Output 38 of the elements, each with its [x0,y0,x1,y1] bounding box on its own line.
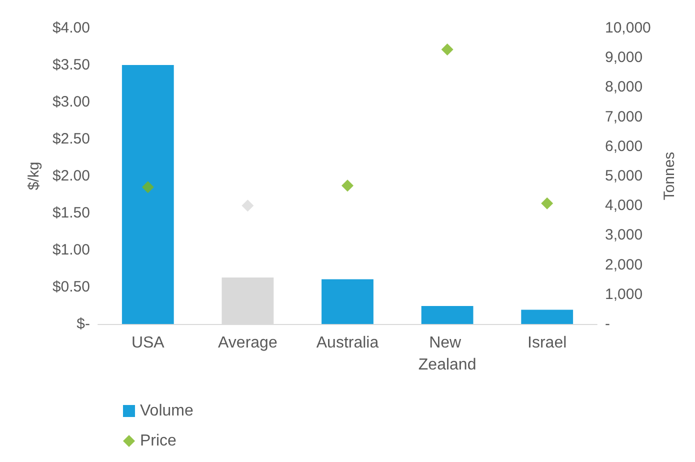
x-tick-label: USA [131,334,165,352]
y2-tick-label: 10,000 [605,20,651,36]
x-tick-label: Average [218,334,278,352]
y-tick-label: $1.00 [52,242,90,258]
bar [122,65,174,324]
x-tick-label: Australia [316,334,379,352]
y2-tick-label: 1,000 [605,286,643,303]
x-tick-label: Israel [528,334,567,352]
y2-tick-label: 2,000 [605,256,643,274]
y-tick-label: $1.50 [52,204,90,222]
bar [421,306,474,324]
y2-tick-label: 7,000 [605,108,643,126]
point [342,180,354,192]
y2-tick-label: 3,000 [605,226,643,244]
y-tick-label: $3.50 [52,56,90,74]
y2-tick-label: 5,000 [605,168,643,184]
y-tick-label: $0.50 [52,278,90,296]
y-tick-label: $3.00 [52,94,90,110]
legend-label: Volume [140,402,194,420]
y2-tick-label: - [605,316,610,332]
y-tick-label: $2.50 [52,130,90,148]
y2-tick-label: 8,000 [605,78,643,96]
point [541,197,554,210]
point [441,43,454,56]
bar [322,279,374,324]
y2-axis-title: Tonnes [660,152,678,200]
y2-tick-label: 6,000 [605,138,643,155]
bar [521,310,574,324]
y-axis-title: $/kg [26,162,43,190]
y-tick-label: $2.00 [52,168,90,184]
x-tick-label: New Zealand [418,334,476,374]
y-tick-label: $4.00 [52,20,90,36]
legend-label: Price [140,432,177,450]
y2-tick-label: 4,000 [605,197,643,214]
y-tick-label: $- [76,316,90,332]
y2-tick-label: 9,000 [605,49,643,66]
point [142,181,154,194]
point [242,200,254,212]
